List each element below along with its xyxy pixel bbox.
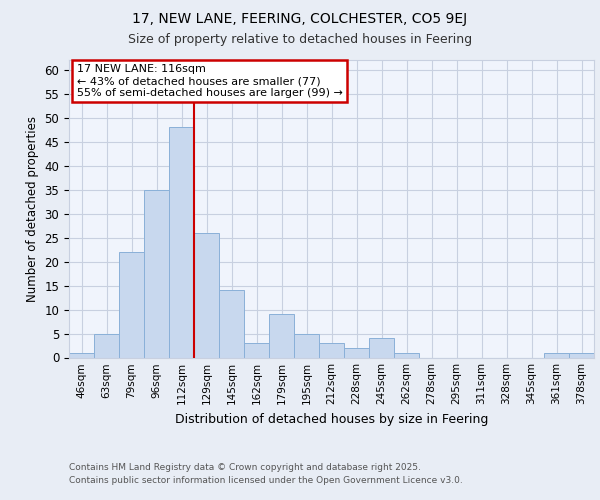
Text: Size of property relative to detached houses in Feering: Size of property relative to detached ho… bbox=[128, 32, 472, 46]
X-axis label: Distribution of detached houses by size in Feering: Distribution of detached houses by size … bbox=[175, 413, 488, 426]
Bar bbox=[69, 352, 94, 358]
Text: Contains public sector information licensed under the Open Government Licence v3: Contains public sector information licen… bbox=[69, 476, 463, 485]
Bar bbox=[244, 343, 269, 357]
Bar bbox=[319, 343, 344, 357]
Bar bbox=[394, 352, 419, 358]
Bar bbox=[194, 232, 219, 358]
Bar bbox=[144, 190, 169, 358]
Bar bbox=[169, 127, 194, 358]
Bar bbox=[294, 334, 319, 357]
Bar bbox=[219, 290, 244, 358]
Bar bbox=[94, 334, 119, 357]
Y-axis label: Number of detached properties: Number of detached properties bbox=[26, 116, 39, 302]
Bar bbox=[119, 252, 144, 358]
Bar bbox=[269, 314, 294, 358]
Text: 17 NEW LANE: 116sqm
← 43% of detached houses are smaller (77)
55% of semi-detach: 17 NEW LANE: 116sqm ← 43% of detached ho… bbox=[77, 64, 343, 98]
Bar bbox=[369, 338, 394, 357]
Text: 17, NEW LANE, FEERING, COLCHESTER, CO5 9EJ: 17, NEW LANE, FEERING, COLCHESTER, CO5 9… bbox=[133, 12, 467, 26]
Bar bbox=[344, 348, 369, 358]
Bar bbox=[544, 352, 569, 358]
Text: Contains HM Land Registry data © Crown copyright and database right 2025.: Contains HM Land Registry data © Crown c… bbox=[69, 464, 421, 472]
Bar bbox=[569, 352, 594, 358]
